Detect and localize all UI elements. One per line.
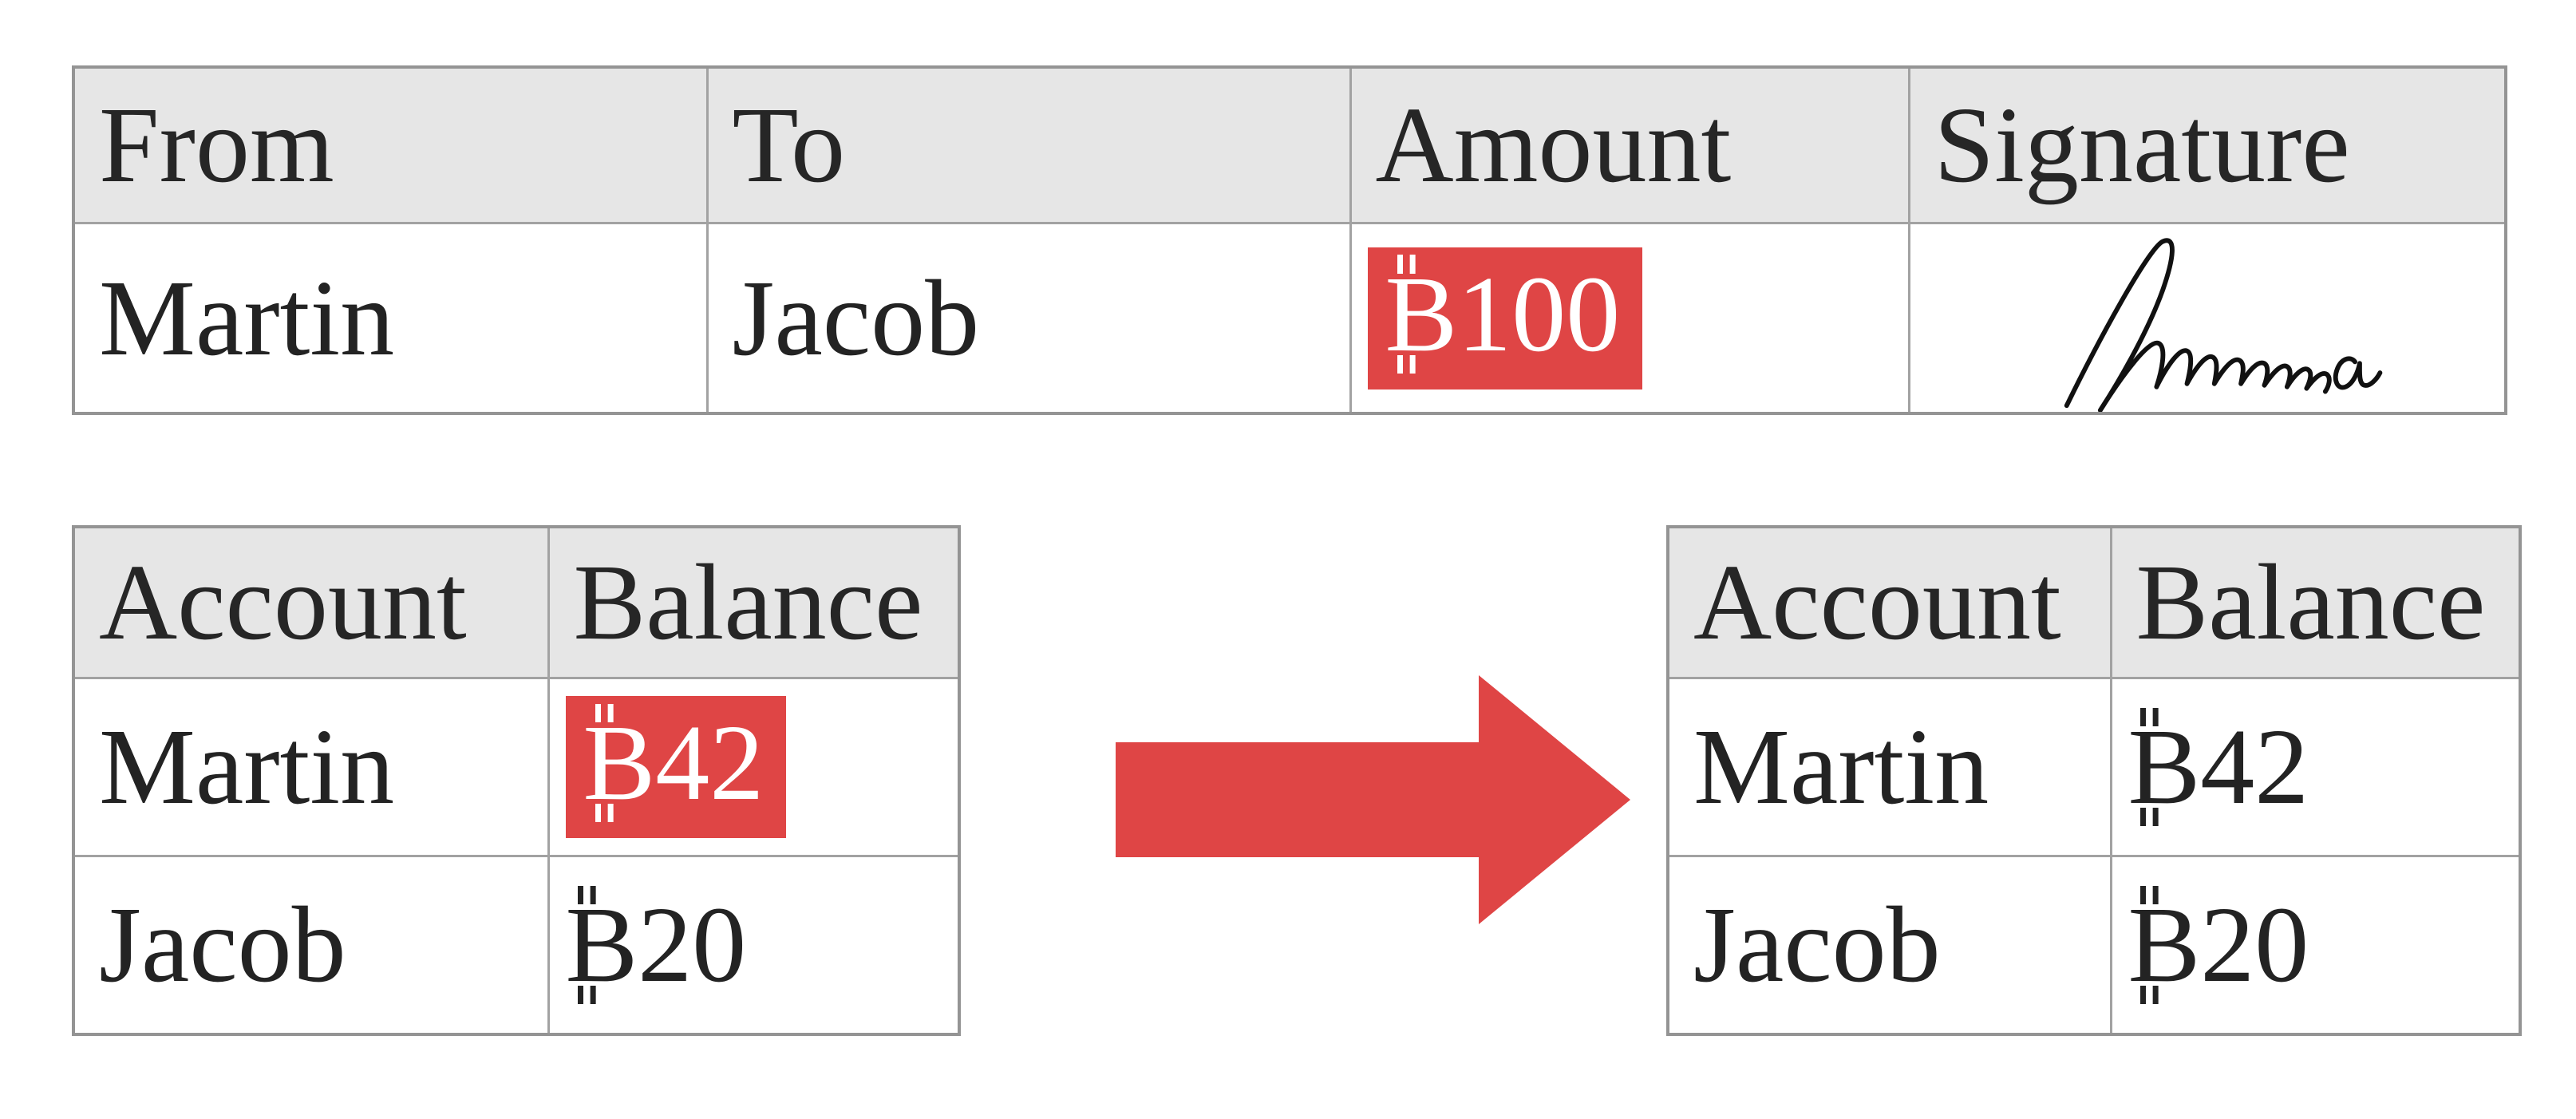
header-amount: Amount bbox=[1349, 65, 1910, 224]
bitcoin-symbol-icon: B bbox=[565, 885, 638, 1005]
ledger-after-header-row: Account Balance bbox=[1666, 525, 2522, 679]
transaction-row: Martin Jacob B100 bbox=[72, 222, 2507, 415]
balance-value: 20 bbox=[2200, 885, 2309, 1005]
from-cell: Martin bbox=[72, 222, 709, 415]
header-balance: Balance bbox=[2109, 525, 2522, 679]
bitcoin-symbol-icon: B bbox=[2128, 885, 2201, 1005]
header-signature: Signature bbox=[1907, 65, 2507, 224]
transaction-header-row: From To Amount Signature bbox=[72, 65, 2507, 224]
arrow-right-icon bbox=[1116, 675, 1630, 924]
balance-cell: B20 bbox=[2109, 855, 2522, 1036]
bitcoin-symbol-icon: B bbox=[2128, 707, 2201, 827]
balance-highlight: B42 bbox=[565, 696, 787, 838]
account-cell: Jacob bbox=[1666, 855, 2112, 1036]
transaction-table: From To Amount Signature Martin Jacob B1… bbox=[72, 65, 2507, 415]
header-account: Account bbox=[1666, 525, 2112, 679]
to-cell: Jacob bbox=[705, 222, 1352, 415]
ledger-before-row-martin: Martin B42 bbox=[72, 677, 961, 857]
balance-plain: B20 bbox=[565, 885, 747, 1005]
ledger-before-header-row: Account Balance bbox=[72, 525, 961, 679]
balance-value: 42 bbox=[655, 703, 765, 823]
balance-value: 42 bbox=[2200, 707, 2309, 827]
ledger-table-after: Account Balance Martin B42 Jacob B20 bbox=[1666, 525, 2522, 1036]
header-balance: Balance bbox=[547, 525, 961, 679]
account-cell: Jacob bbox=[72, 855, 550, 1036]
handwritten-signature bbox=[2064, 238, 2383, 412]
balance-cell: B42 bbox=[547, 677, 961, 857]
ledger-before-row-jacob: Jacob B20 bbox=[72, 855, 961, 1036]
signature-cell bbox=[1907, 222, 2507, 415]
balance-value: 20 bbox=[638, 885, 747, 1005]
bitcoin-symbol-icon: B bbox=[583, 703, 656, 823]
balance-cell: B20 bbox=[547, 855, 961, 1036]
balance-plain: B42 bbox=[2128, 707, 2309, 827]
bitcoin-symbol-icon: B bbox=[1385, 254, 1458, 374]
amount-value: 100 bbox=[1457, 254, 1621, 374]
ledger-after-row-jacob: Jacob B20 bbox=[1666, 855, 2522, 1036]
ledger-after-row-martin: Martin B42 bbox=[1666, 677, 2522, 857]
balance-cell: B42 bbox=[2109, 677, 2522, 857]
header-account: Account bbox=[72, 525, 550, 679]
balance-plain: B20 bbox=[2128, 885, 2309, 1005]
header-to: To bbox=[705, 65, 1352, 224]
header-from: From bbox=[72, 65, 709, 224]
amount-cell: B100 bbox=[1349, 222, 1910, 415]
account-cell: Martin bbox=[72, 677, 550, 857]
account-cell: Martin bbox=[1666, 677, 2112, 857]
amount-highlight: B100 bbox=[1367, 247, 1643, 389]
ledger-table-before: Account Balance Martin B42 Jacob B20 bbox=[72, 525, 961, 1036]
